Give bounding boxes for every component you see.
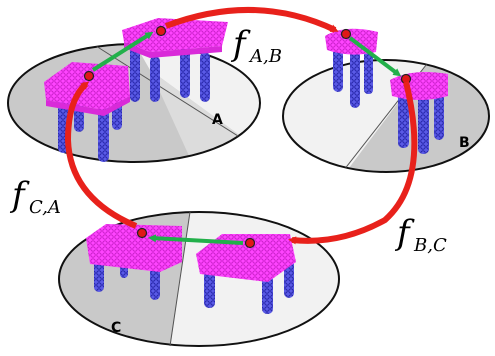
- map-label-ca: f C,A: [9, 175, 61, 218]
- plate-a-label: A: [212, 112, 223, 128]
- cycle-arrow-ab: [164, 7, 339, 33]
- map-label-ab-subscript: A,B: [248, 46, 282, 67]
- correspondence-arrow-b: [348, 36, 402, 77]
- map-label-ca-symbol: f: [9, 175, 30, 215]
- map-label-ca-subscript: C,A: [29, 197, 61, 218]
- cycle-arrows: [64, 7, 418, 245]
- map-label-ab-symbol: f: [230, 24, 251, 64]
- map-label-bc: f B,C: [394, 213, 447, 256]
- correspondence-arrow-c: [148, 234, 244, 245]
- keypoint-a-front: [83, 70, 95, 82]
- correspondence-arrow-a: [91, 31, 154, 72]
- keypoint-c-right: [244, 237, 256, 249]
- keypoints: [83, 25, 412, 249]
- map-label-ab: f A,B: [230, 24, 282, 67]
- keypoint-c-left: [136, 227, 148, 239]
- plate-b: [282, 59, 490, 173]
- table-a-back: [122, 18, 228, 102]
- table-c-left: [86, 224, 182, 300]
- cycle-arrow-bc: [288, 81, 418, 245]
- plate-b-label: B: [459, 135, 470, 151]
- plate-c-label: C: [111, 320, 121, 336]
- cycle-arrow-ca: [64, 81, 138, 229]
- map-label-bc-symbol: f: [394, 213, 415, 253]
- map-label-bc-subscript: B,C: [413, 235, 447, 256]
- correspondence-arrows: [91, 31, 402, 245]
- keypoint-a-back: [155, 25, 167, 37]
- table-c-right: [196, 234, 296, 314]
- keypoint-b-back: [340, 28, 352, 40]
- table-b-back: [325, 28, 378, 108]
